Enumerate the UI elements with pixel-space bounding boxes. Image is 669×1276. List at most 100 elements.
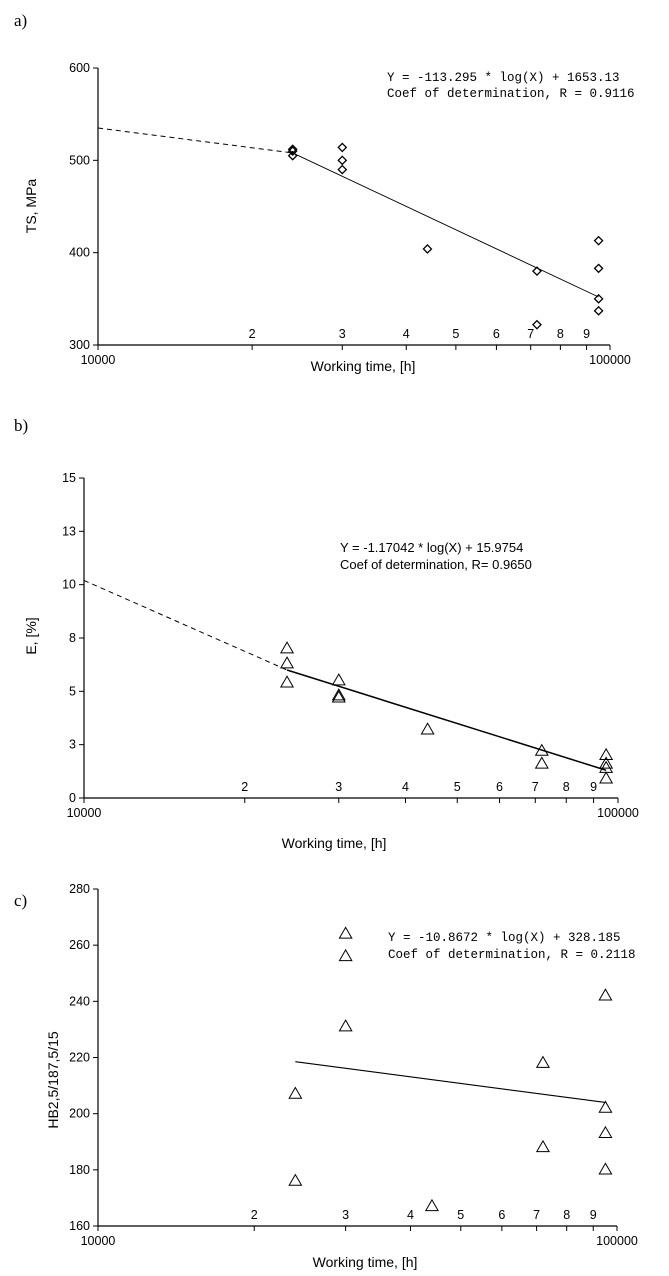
data-point	[288, 1173, 303, 1186]
x-tick-label: 100000	[596, 1234, 638, 1248]
y-axis-title: E, [%]	[23, 617, 39, 654]
data-point	[598, 1162, 613, 1175]
x-tick-label: 100000	[597, 806, 639, 820]
y-tick-label: 300	[69, 338, 90, 352]
x-axis-title: Working time, [h]	[313, 1254, 418, 1270]
x-axis-title: Working time, [h]	[282, 835, 387, 851]
regression-line	[286, 669, 607, 771]
y-axis-title: TS, MPa	[23, 179, 39, 234]
data-point	[532, 319, 542, 330]
data-point	[287, 146, 298, 157]
x-tick-label: 5	[457, 1208, 464, 1222]
x-tick-label: 2	[241, 780, 248, 794]
chart-panel-c: c) HB2,5/187,5/15 Working time, [h] Y = …	[14, 882, 638, 1270]
y-tick-label: 3	[69, 738, 76, 752]
regression-line	[292, 152, 599, 298]
data-point	[279, 656, 295, 669]
coefficient-of-determination: Coef of determination, R = 0.9116	[387, 87, 635, 101]
data-point	[534, 756, 549, 769]
data-point	[532, 266, 542, 277]
data-point	[420, 722, 435, 735]
y-tick-label: 8	[69, 631, 76, 645]
data-point	[599, 771, 614, 784]
regression-equation: Y = -1.17042 * log(X) + 15.9754	[340, 540, 523, 555]
x-tick-label: 4	[403, 327, 410, 341]
x-tick-label: 5	[454, 780, 461, 794]
data-point	[599, 756, 614, 769]
y-axis-title: HB2,5/187,5/15	[45, 1031, 61, 1129]
data-point	[337, 155, 348, 166]
data-point	[279, 641, 295, 654]
y-tick-label: 240	[69, 994, 90, 1008]
y-tick-label: 200	[69, 1107, 90, 1121]
panel-label: a)	[14, 11, 27, 30]
coefficient-of-determination: Coef of determination, R= 0.9650	[340, 557, 532, 572]
x-tick-label: 6	[496, 780, 503, 794]
data-point	[422, 244, 433, 254]
y-tick-label: 280	[69, 882, 90, 896]
regression-equation: Y = -10.8672 * log(X) + 328.185	[388, 931, 621, 945]
y-tick-label: 15	[62, 471, 76, 485]
panel-label: c)	[14, 891, 27, 910]
y-tick-label: 500	[69, 153, 90, 167]
y-tick-label: 160	[69, 1219, 90, 1233]
data-point	[598, 1125, 613, 1139]
x-tick-label: 8	[563, 780, 570, 794]
data-point	[598, 1100, 613, 1113]
data-point	[535, 1055, 550, 1068]
data-point	[338, 1019, 353, 1032]
x-tick-label: 6	[493, 327, 500, 341]
coefficient-of-determination: Coef of determination, R = 0.2118	[388, 948, 636, 962]
data-point	[593, 263, 604, 274]
x-tick-label: 2	[249, 327, 256, 341]
y-tick-label: 10	[62, 578, 76, 592]
regression-equation: Y = -113.295 * log(X) + 1653.13	[387, 71, 620, 85]
data-point	[331, 690, 346, 703]
data-point	[593, 293, 604, 304]
data-point	[593, 305, 604, 316]
data-point	[534, 743, 549, 756]
data-point	[599, 760, 614, 773]
data-point	[593, 235, 604, 246]
x-tick-label: 9	[583, 327, 590, 341]
data-point	[331, 688, 346, 701]
plot-area: 300 400 500 600 10000 2 3 4 5 6 7 8 9 100000	[69, 61, 631, 367]
x-tick-label: 100000	[589, 353, 631, 367]
y-tick-label: 180	[69, 1163, 90, 1177]
extrapolation-line	[97, 127, 293, 154]
x-tick-label: 3	[342, 1208, 349, 1222]
regression-line	[295, 1061, 606, 1103]
data-point	[288, 1086, 303, 1099]
x-tick-label: 6	[498, 1208, 505, 1222]
plot-area: 160 180 200 220 240 260 280 10000 2 3 4 5 6 7 8 9 100000	[69, 882, 638, 1248]
x-tick-label: 8	[557, 327, 564, 341]
y-tick-label: 600	[69, 61, 90, 75]
x-tick-label: 3	[339, 327, 346, 341]
extrapolation-line	[83, 579, 288, 671]
y-tick-label: 220	[69, 1051, 90, 1065]
x-tick-label: 9	[590, 1208, 597, 1222]
y-tick-label: 400	[69, 246, 90, 260]
data-point	[338, 926, 353, 939]
data-point	[337, 142, 348, 153]
panel-label: b)	[14, 416, 28, 435]
x-tick-label: 8	[563, 1208, 570, 1222]
x-tick-label: 2	[251, 1208, 258, 1222]
data-point	[599, 747, 614, 761]
data-point	[287, 150, 298, 161]
x-tick-label: 7	[527, 327, 534, 341]
data-point	[338, 948, 353, 962]
data-point	[337, 164, 348, 175]
y-tick-label: 13	[62, 524, 76, 538]
x-tick-label: 10000	[81, 353, 116, 367]
y-tick-label: 0	[69, 791, 76, 805]
data-point	[598, 988, 613, 1001]
x-tick-label: 5	[452, 327, 459, 341]
data-point	[331, 673, 346, 686]
x-tick-label: 7	[533, 1208, 540, 1222]
data-point	[424, 1198, 439, 1212]
chart-panel-a: a) TS, MPa Working time, [h] Y = -113.29…	[14, 11, 635, 374]
chart-panel-b: b) E, [%] Working time, [h] Y = -1.17042…	[14, 416, 639, 851]
